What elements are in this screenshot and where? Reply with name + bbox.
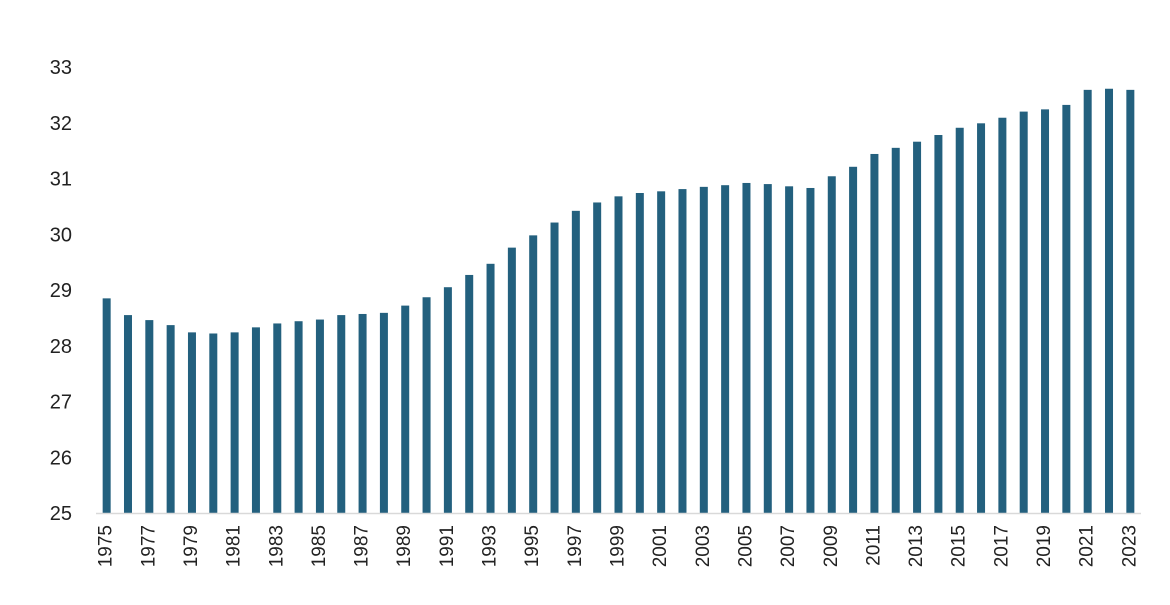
bar-2007 <box>785 186 794 513</box>
bar-1983 <box>273 323 282 513</box>
bar-1991 <box>443 287 452 513</box>
x-tick-label: 1989 <box>394 525 415 567</box>
bars <box>102 88 1135 514</box>
bar-2023 <box>1126 89 1135 514</box>
x-tick-label: 2021 <box>1077 525 1098 567</box>
bar-2004 <box>721 185 730 513</box>
bar-1978 <box>166 325 175 513</box>
y-tick-label: 32 <box>50 113 72 135</box>
bar-2012 <box>891 147 900 513</box>
bar-2002 <box>678 189 687 513</box>
y-axis-ticks: 25 26 27 28 29 30 31 32 33 <box>50 57 72 525</box>
x-tick-label: 2019 <box>1034 525 1055 567</box>
bar-1985 <box>315 319 324 513</box>
y-tick-label: 33 <box>50 57 72 79</box>
bar-1984 <box>294 321 303 513</box>
x-tick-label: 2017 <box>991 525 1012 567</box>
bar-2006 <box>763 184 772 513</box>
x-tick-label: 1993 <box>480 525 501 567</box>
bar-1981 <box>230 332 239 513</box>
bar-1989 <box>401 305 410 513</box>
x-tick-label: 2001 <box>650 525 671 567</box>
x-tick-label: 1997 <box>565 525 586 567</box>
bar-2009 <box>827 176 836 513</box>
bar-1986 <box>337 315 346 513</box>
bar-1977 <box>145 320 154 513</box>
bar-2013 <box>913 141 922 513</box>
y-tick-label: 29 <box>50 280 72 302</box>
bar-2018 <box>1019 111 1028 513</box>
y-tick-label: 31 <box>50 169 72 191</box>
bar-1976 <box>123 315 132 513</box>
bar-2017 <box>998 117 1007 513</box>
x-tick-label: 2011 <box>863 525 884 566</box>
bar-1996 <box>550 222 559 514</box>
bar-1999 <box>614 196 623 513</box>
x-tick-label: 2023 <box>1119 525 1140 567</box>
x-tick-label: 1977 <box>138 525 159 567</box>
bar-1992 <box>465 274 474 513</box>
bar-1993 <box>486 263 495 513</box>
x-tick-label: 2005 <box>735 525 756 567</box>
bar-1979 <box>187 332 196 513</box>
x-tick-label: 2007 <box>778 525 799 567</box>
x-tick-label: 2013 <box>906 525 927 567</box>
bar-1994 <box>507 247 516 513</box>
bar-2001 <box>657 191 666 513</box>
bar-2005 <box>742 182 751 513</box>
bar-1975 <box>102 298 111 513</box>
bar-2011 <box>870 153 879 513</box>
bar-2000 <box>635 193 644 513</box>
x-axis-ticks: 1975 1977 1979 1981 1983 1985 1987 1989 1991 1993… <box>96 525 1141 567</box>
x-tick-label: 2009 <box>821 525 842 567</box>
bar-1990 <box>422 297 431 513</box>
bar-1988 <box>379 312 388 513</box>
y-tick-label: 30 <box>50 224 72 246</box>
bar-1982 <box>251 327 260 513</box>
bar-2008 <box>806 187 815 514</box>
bar-2015 <box>955 127 964 514</box>
bar-1987 <box>358 313 367 513</box>
bar-1997 <box>571 210 580 513</box>
y-tick-label: 28 <box>50 336 72 358</box>
x-tick-label: 1975 <box>96 525 117 567</box>
x-tick-label: 1985 <box>309 525 330 567</box>
bar-2022 <box>1105 88 1114 514</box>
bar-2010 <box>849 166 858 514</box>
bar-2014 <box>934 135 943 513</box>
bar-2019 <box>1041 109 1050 514</box>
bar-1998 <box>593 202 602 513</box>
x-tick-label: 1999 <box>608 525 629 567</box>
bar-2020 <box>1062 104 1071 513</box>
x-tick-label: 2015 <box>949 525 970 567</box>
x-tick-label: 1995 <box>522 525 543 567</box>
bar-2003 <box>699 186 708 514</box>
x-tick-label: 1981 <box>224 525 245 567</box>
x-tick-label: 1991 <box>437 525 458 567</box>
y-tick-label: 26 <box>50 447 72 469</box>
x-tick-label: 1987 <box>352 525 373 567</box>
x-tick-label: 1979 <box>181 525 202 567</box>
bar-1980 <box>209 333 218 513</box>
y-tick-label: 27 <box>50 392 72 414</box>
bar-1995 <box>529 235 538 514</box>
x-tick-label: 2003 <box>693 525 714 567</box>
bar-2016 <box>977 123 986 513</box>
x-tick-label: 1983 <box>266 525 287 567</box>
bar-2021 <box>1083 89 1092 514</box>
y-tick-label: 25 <box>50 503 72 525</box>
